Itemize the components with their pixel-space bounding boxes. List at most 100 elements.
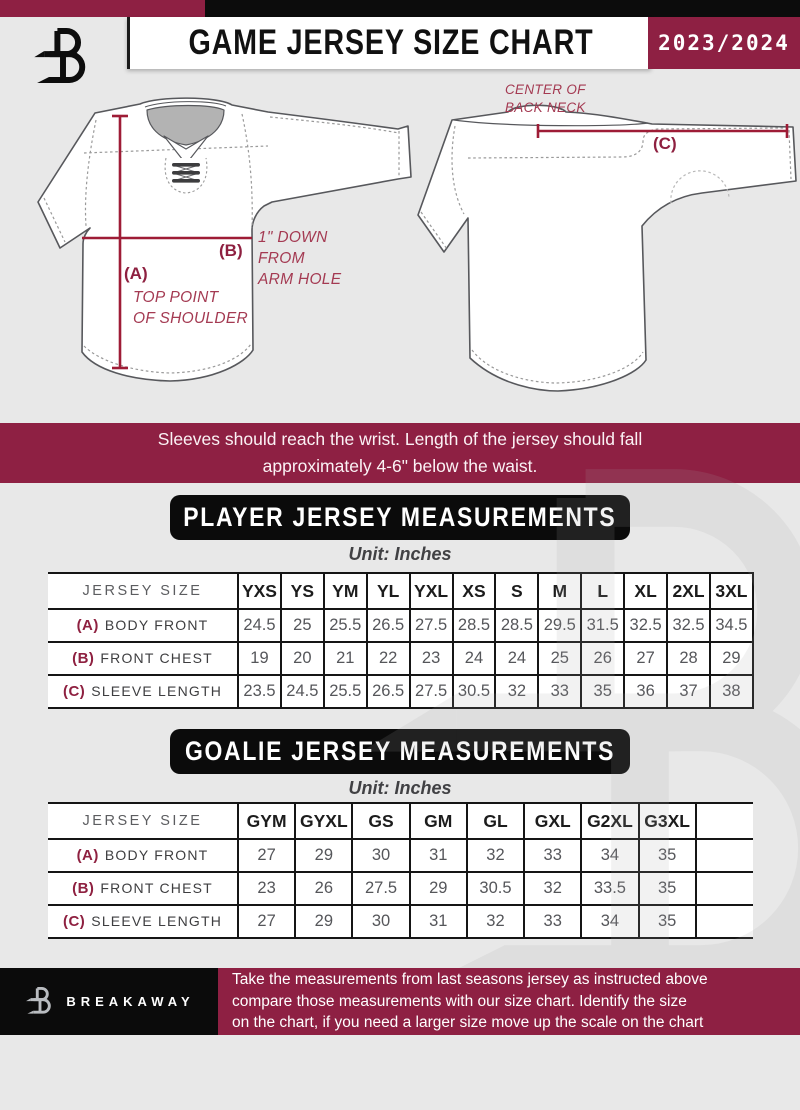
size-column-header: YL	[365, 572, 411, 610]
measurement-value-cell: 32.5	[666, 608, 711, 643]
measurement-value-cell: 24.5	[237, 608, 282, 643]
measurement-value-cell: 36	[623, 674, 669, 709]
measurement-value-cell: 35	[637, 871, 697, 906]
size-column-header: GYM	[236, 802, 297, 840]
measurement-value-cell: 34.5	[708, 608, 754, 643]
measurement-value-cell: 32	[465, 838, 526, 873]
label-b: (B)	[219, 241, 243, 260]
page: { "header": { "title": "GAME JERSEY SIZE…	[0, 0, 800, 1035]
goalie-unit-label: Unit: Inches	[348, 778, 452, 798]
measurement-value-cell: 26.5	[365, 608, 411, 643]
measurement-value-cell: 25	[279, 608, 325, 643]
measurement-value-cell: 24.5	[279, 674, 325, 709]
measurement-value-cell: 22	[365, 641, 411, 676]
measurement-value-cell: 32	[465, 904, 526, 939]
measurement-value-cell: 37	[666, 674, 711, 709]
footer-instructions-text: Take the measurements from last seasons …	[232, 971, 708, 1032]
back-jersey-seams	[420, 125, 792, 384]
row-label-cell: (A) BODY FRONT	[48, 608, 239, 643]
measurement-value-cell: 29	[408, 871, 468, 906]
row-key: (A)	[76, 616, 99, 634]
measurement-value-cell: 19	[237, 641, 282, 676]
size-header-cell: JERSEY SIZE	[48, 802, 239, 840]
footer-instructions: Take the measurements from last seasons …	[218, 968, 800, 1035]
measurement-value-cell: 21	[322, 641, 368, 676]
player-size-table: JERSEY SIZE YXS YS YM YL YXL XS S M L XL 2XL 3XL (A) B…	[48, 572, 754, 709]
measurement-value-cell: 35	[580, 674, 626, 709]
measurement-value-cell: 26	[294, 871, 354, 906]
player-unit-label: Unit: Inches	[348, 544, 452, 564]
measurement-value-cell: 38	[708, 674, 754, 709]
player-section-banner: PLAYER JERSEY MEASUREMENTS	[170, 495, 630, 540]
title-bar: GAME JERSEY SIZE CHART	[127, 17, 651, 69]
size-column-header: XS	[451, 572, 497, 610]
row-label-cell: (B) FRONT CHEST	[48, 871, 239, 906]
measurement-value-cell: 29	[294, 904, 354, 939]
fit-note-banner: Sleeves should reach the wrist. Length o…	[0, 423, 800, 483]
row-key: (C)	[62, 912, 86, 930]
row-key: (C)	[62, 682, 86, 700]
size-column-header: YS	[279, 572, 325, 610]
goalie-size-table: JERSEY SIZE GYM GYXL GS GM GL GXL G2XL G3XL (A) BO…	[48, 802, 753, 939]
measurement-value-cell	[694, 904, 753, 939]
footer-brand-block: BREAKAWAY	[0, 968, 218, 1035]
size-column-header: GXL	[523, 802, 583, 840]
table-row: (C) SLEEVE LENGTH 27 29 30 31 32 33 34 35	[48, 904, 753, 939]
size-column-header: YXS	[237, 572, 282, 610]
row-label: FRONT CHEST	[100, 649, 213, 666]
measurement-value-cell: 27.5	[351, 871, 411, 906]
size-column-header: GS	[351, 802, 411, 840]
row-key: (A)	[76, 846, 99, 864]
table-row: (B) FRONT CHEST 19 20 21 22 23 24 24 25 26 27 28 29	[48, 641, 754, 676]
size-header-cell: JERSEY SIZE	[48, 572, 239, 610]
size-column-header: YM	[322, 572, 368, 610]
row-label-cell: (C) SLEEVE LENGTH	[48, 904, 239, 939]
measurement-value-cell: 34	[580, 904, 640, 939]
measurement-line-a	[112, 114, 128, 370]
measurement-value-cell: 34	[580, 838, 640, 873]
size-column-header: M	[537, 572, 583, 610]
measurement-value-cell: 32	[523, 871, 583, 906]
note-b: 1" DOWN FROM ARM HOLE	[258, 229, 342, 288]
row-key: (B)	[72, 649, 95, 667]
breakaway-b-logo-icon	[28, 22, 98, 96]
measurement-value-cell: 30.5	[465, 871, 526, 906]
row-label: SLEEVE LENGTH	[91, 682, 223, 699]
row-label-cell: (C) SLEEVE LENGTH	[48, 674, 239, 709]
jersey-diagrams	[37, 97, 797, 392]
note-a: TOP POINT OF SHOULDER	[133, 289, 248, 327]
measurement-value-cell: 28.5	[494, 608, 540, 643]
table-header-row: JERSEY SIZE YXS YS YM YL YXL XS S M L XL 2XL 3XL	[48, 572, 754, 610]
goalie-section-banner: GOALIE JERSEY MEASUREMENTS	[170, 729, 630, 774]
footer: BREAKAWAY Take the measurements from las…	[0, 968, 800, 1035]
measurement-value-cell: 33.5	[580, 871, 640, 906]
table-row: (B) FRONT CHEST 23 26 27.5 29 30.5 32 33.5 35	[48, 871, 753, 906]
measurement-value-cell	[694, 871, 753, 906]
measurement-value-cell: 31	[408, 838, 468, 873]
measurement-value-cell: 26.5	[365, 674, 411, 709]
measurement-value-cell: 27	[236, 838, 297, 873]
size-column-header: G2XL	[580, 802, 640, 840]
row-label-cell: (A) BODY FRONT	[48, 838, 239, 873]
size-column-header: G3XL	[637, 802, 697, 840]
size-column-header: YXL	[408, 572, 454, 610]
measurement-value-cell: 23	[408, 641, 454, 676]
measurement-value-cell: 33	[523, 838, 583, 873]
measurement-value-cell: 32.5	[623, 608, 669, 643]
row-label-cell: (B) FRONT CHEST	[48, 641, 239, 676]
back-jersey-diagram	[417, 104, 797, 392]
row-label: FRONT CHEST	[100, 879, 213, 896]
size-column-header: XL	[623, 572, 669, 610]
front-jersey-lace	[164, 157, 208, 194]
measurement-value-cell: 25.5	[322, 674, 368, 709]
measurement-value-cell: 30	[351, 838, 411, 873]
season-label: 2023/2024	[658, 31, 790, 55]
row-label: BODY FRONT	[104, 846, 209, 863]
label-c: (C)	[653, 134, 677, 153]
measurement-value-cell: 27	[623, 641, 669, 676]
measurement-value-cell: 26	[580, 641, 626, 676]
table-row: (A) BODY FRONT 27 29 30 31 32 33 34 35	[48, 838, 753, 873]
measurement-value-cell: 27.5	[408, 674, 454, 709]
goalie-section-title: GOALIE JERSEY MEASUREMENTS	[184, 736, 616, 766]
label-a: (A)	[124, 264, 148, 283]
